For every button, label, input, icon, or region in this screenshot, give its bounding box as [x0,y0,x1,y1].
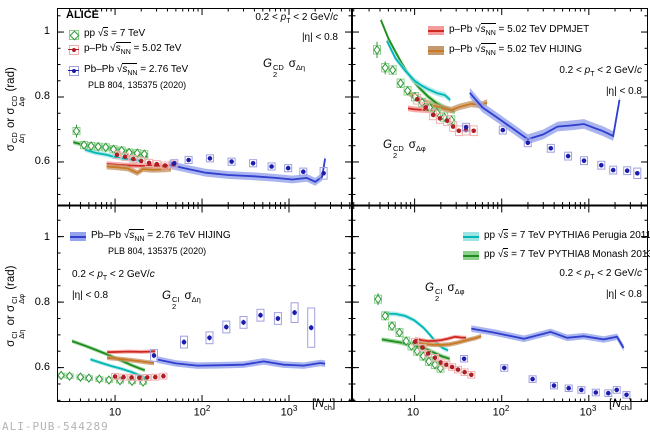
x-tick-left-10: 10 [108,406,122,419]
x-tick-right-10: 10 [406,406,420,419]
pt-cut-tr: 0.2 < pT < 2 GeV/c [559,65,642,78]
pythia8-band-icon [463,251,479,260]
pythia6-band-icon [463,232,479,241]
legend-hijing-pbpb: Pb–Pb √sNN = 2.76 TeV HIJING [70,229,231,243]
band-p-Pb 5.02 TeV HIJING [106,163,171,176]
y-tick-top-1: 1 [43,25,50,37]
reference-bottom: PLB 804, 135375 (2020) [108,246,207,256]
pt-cut-tl: 0.2 < pT < 2 GeV/c [255,12,338,25]
eta-cut-bl: |η| < 0.8 [72,290,109,301]
dpmjet-band-icon [428,26,444,35]
watermark: ALI-PUB-544289 [2,420,109,433]
band-Pb-Pb 2.76 TeV HIJING [156,356,326,369]
y-tick-bot-1: 1 [43,231,50,243]
legend-ppb-data: p–Pb √sNN = 5.02 TeV [68,42,181,56]
panel-label-tr: G CD 2 σΔφ [383,139,426,160]
panel-bottom-left [57,302,326,387]
band-pp 7 TeV PYTHIA6 [383,311,449,353]
panel-label-br: G CI 2 σΔφ [425,282,465,303]
x-axis-title-left: [Nch] [312,396,336,412]
panel-label-bl: G CI 2 σΔη [162,290,201,311]
y-tick-bot-06: 0.6 [34,361,50,373]
line-pp 7 TeV PYTHIA6 [386,40,451,101]
line-pp 7 TeV PYTHIA8 [381,338,450,360]
panel-label-tl: G CD 2 σΔη [263,58,306,79]
legend-pp-data: pp √s = 7 TeV [68,27,145,41]
line-p-Pb 5.02 TeV HIJING [416,335,482,346]
reference-top: PLB 804, 135375 (2020) [88,80,187,90]
band-Pb-Pb 2.76 TeV HIJING [169,154,326,186]
y-tick-bot-08: 0.8 [34,296,50,308]
panel-top-right [373,17,642,180]
panel-bottom-right [374,293,631,399]
band-pp 7 TeV PYTHIA8 [381,337,450,362]
legend-hijing-ppb: p–Pb √sNN = 5.02 TeV HIJING [428,43,582,57]
pbpb-marker-icon [68,65,79,76]
legend-dpmjet: p–Pb √sNN = 5.02 TeV DPMJET [428,23,589,37]
x-axis-title-right: [Nch] [609,396,633,412]
legend-pythia6: pp √s = 7 TeV PYTHIA6 Perugia 2011 [463,229,650,243]
panel-top-left [72,124,328,186]
ppb-marker-icon [68,44,79,55]
x-tick-right-100: 102 [492,404,510,419]
hijing-ppb-band-icon [428,46,444,55]
alice-label: ALICE [66,9,99,21]
eta-cut-tr: |η| < 0.8 [605,86,642,97]
pt-cut-bl: 0.2 < pT < 2 GeV/c [72,269,155,282]
line-p-Pb 5.02 TeV DPMJET [107,350,156,354]
band-pp 7 TeV PYTHIA6 [386,37,451,103]
line-Pb-Pb 2.76 TeV HIJING [469,92,621,141]
legend-pbpb-data: Pb–Pb √sNN = 2.76 TeV [68,63,188,77]
line-Pb-Pb 2.76 TeV HIJING [471,327,625,349]
line-pp 7 TeV PYTHIA6 [90,358,148,380]
ticks-top-right [352,8,648,206]
band-Pb-Pb 2.76 TeV HIJING [469,87,620,145]
eta-cut-tl: |η| < 0.8 [301,32,338,43]
x-tick-right-1000: 103 [579,404,597,419]
line-Pb-Pb 2.76 TeV HIJING [169,158,326,183]
y-tick-top-08: 0.8 [34,90,50,102]
x-tick-left-1000: 103 [280,404,298,419]
line-Pb-Pb 2.76 TeV HIJING [156,358,326,367]
y-tick-top-06: 0.6 [34,155,50,167]
band-p-Pb 5.02 TeV HIJING [407,88,488,114]
line-p-Pb 5.02 TeV DPMJET [414,335,467,343]
line-p-Pb 5.02 TeV HIJING [107,356,155,364]
hijing-pbpb-band-icon [70,232,86,241]
x-tick-left-100: 102 [193,404,211,419]
eta-cut-br: |η| < 0.8 [605,289,642,300]
pt-cut-br: 0.2 < pT < 2 GeV/c [559,268,642,281]
legend-pythia8: pp √s = 7 TeV PYTHIA8 Monash 2013 [463,248,650,262]
pp-marker-icon [68,29,79,40]
y-axis-title-top: σ CD Δη or σ CD Δφ (rad) [4,67,26,152]
